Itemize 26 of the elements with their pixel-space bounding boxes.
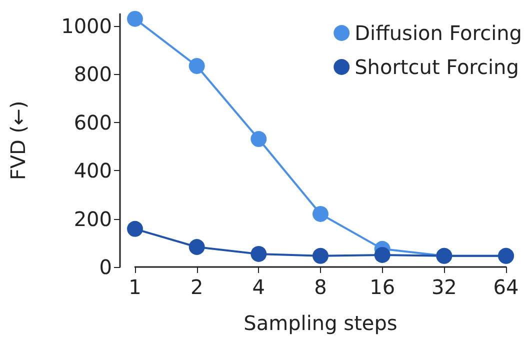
- point: [127, 10, 143, 27]
- y-axis-title: FVD (←): [6, 100, 30, 180]
- y-tick-label: 600: [74, 110, 112, 134]
- point: [188, 239, 205, 255]
- point: [312, 206, 328, 222]
- y-tick-label: 1000: [61, 14, 112, 38]
- x-tick-label: 16: [370, 275, 396, 299]
- point: [188, 58, 205, 74]
- x-tick-label: 32: [431, 275, 457, 299]
- x-tick-label: 1: [128, 275, 142, 299]
- legend-label: Diffusion Forcing: [354, 21, 522, 45]
- y-tick-label: 800: [74, 62, 112, 86]
- x-tick-label: 2: [190, 275, 204, 299]
- legend-label: Shortcut Forcing: [354, 55, 519, 79]
- point: [312, 248, 328, 264]
- y-tick-label: 0: [99, 255, 112, 279]
- point: [250, 246, 267, 262]
- x-tick-label: 4: [252, 275, 266, 299]
- x-axis-title: Sampling steps: [244, 311, 398, 335]
- y-tick-label: 400: [74, 158, 112, 183]
- x-tick-label: 64: [493, 275, 519, 299]
- x-tick-label: 8: [314, 275, 327, 299]
- y-tick-label: 200: [74, 206, 112, 231]
- point: [374, 246, 390, 263]
- point: [250, 131, 267, 148]
- point: [127, 220, 143, 237]
